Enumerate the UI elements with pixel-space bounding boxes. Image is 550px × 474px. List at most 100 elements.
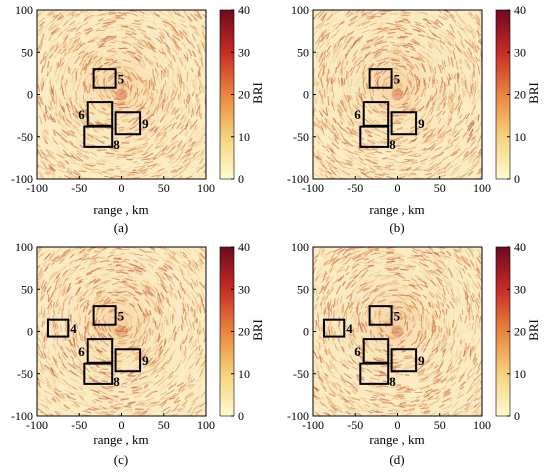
heatmap-plot: -100 -50 0 50 100 -100 -50 0 50 100 5 6 8 9 0 10 20 30 40 — [11, 3, 250, 195]
region-label-9: 9 — [418, 353, 425, 368]
x-tick-label: -50 — [347, 181, 363, 195]
panel-caption: (d) — [389, 452, 404, 467]
panel-b: -100 -50 0 50 100-100-500501005689010203040 … — [287, 3, 541, 235]
y-tick-label: 0 — [27, 325, 33, 339]
y-tick-label: 100 — [15, 240, 33, 254]
x-tick-label: 0 — [395, 418, 401, 432]
region-box-8 — [83, 125, 114, 148]
heatmap-texture — [313, 247, 482, 416]
region-label-6: 6 — [354, 107, 361, 122]
region-label-5: 5 — [394, 71, 401, 86]
region-box-9 — [390, 111, 418, 136]
region-box-8 — [359, 362, 390, 385]
y-tick-label: 50 — [297, 45, 309, 59]
colorbar-tick-label: 20 — [238, 325, 250, 339]
colorbar-label: BRI — [526, 319, 541, 341]
region-label-9: 9 — [418, 116, 425, 131]
y-tick-label: 50 — [297, 282, 309, 296]
region-label-6: 6 — [354, 344, 361, 359]
region-box-5 — [368, 305, 393, 326]
x-tick-label: -100 — [26, 418, 48, 432]
y-tick-label: 100 — [15, 3, 33, 17]
x-tick-label: 100 — [197, 181, 215, 195]
colorbar-tick-label: 10 — [514, 367, 526, 381]
region-box-9 — [390, 348, 418, 373]
x-axis-label: range , km — [369, 202, 424, 217]
y-tick-label: 100 — [291, 240, 309, 254]
panel-a: -100 -50 0 50 100-100-500501005689010203040 … — [11, 3, 265, 235]
heatmap-plot: -100 -50 0 50 100 -100 -50 0 50 100 4 5 6 8 9 0 10 20 30 40 — [11, 240, 250, 432]
region-label-6: 6 — [78, 107, 85, 122]
region-label-8: 8 — [389, 374, 396, 389]
colorbar-tick-label: 10 — [238, 367, 250, 381]
region-label-9: 9 — [142, 116, 149, 131]
x-axis-label: range , km — [93, 432, 148, 447]
colorbar-label: BRI — [250, 319, 265, 341]
x-tick-label: 50 — [434, 181, 446, 195]
y-tick-label: -100 — [287, 172, 309, 186]
x-tick-label: 50 — [158, 418, 170, 432]
y-tick-label: -50 — [293, 367, 309, 381]
x-tick-label: 0 — [119, 418, 125, 432]
x-tick-label: 50 — [434, 418, 446, 432]
y-tick-label: 100 — [291, 3, 309, 17]
region-box-5 — [368, 68, 393, 89]
region-box-5 — [92, 68, 117, 89]
x-axis-label: range , km — [93, 202, 148, 217]
heatmap-texture — [37, 10, 206, 179]
y-tick-label: -50 — [293, 130, 309, 144]
x-tick-label: -100 — [302, 181, 324, 195]
panel-d: -100 -50 0 50 100 -100 -50 0 50 100 4 5 6 8 9 0 10 20 30 40… — [287, 240, 541, 467]
region-box-8 — [359, 125, 390, 148]
x-tick-label: 100 — [473, 418, 491, 432]
region-label-8: 8 — [113, 137, 120, 152]
region-box-8 — [83, 362, 114, 385]
x-tick-label: 100 — [473, 181, 491, 195]
region-label-4: 4 — [70, 321, 77, 336]
region-label-6: 6 — [78, 344, 85, 359]
y-tick-label: -100 — [11, 172, 33, 186]
colorbar-tick-label: 30 — [238, 282, 250, 296]
region-label-4: 4 — [346, 321, 353, 336]
x-tick-label: 100 — [197, 418, 215, 432]
region-label-8: 8 — [389, 137, 396, 152]
region-label-5: 5 — [118, 308, 125, 323]
x-tick-label: -100 — [26, 181, 48, 195]
heatmap-plot: -100 -50 0 50 100 -100 -50 0 50 100 5 6 8 9 0 10 20 30 40 — [287, 3, 526, 195]
colorbar-label: BRI — [250, 82, 265, 104]
colorbar-tick-label: 20 — [514, 88, 526, 102]
x-tick-label: 50 — [158, 181, 170, 195]
y-tick-label: -50 — [17, 130, 33, 144]
colorbar-tick-label: 30 — [514, 282, 526, 296]
x-tick-label: -50 — [347, 418, 363, 432]
panel-caption: (c) — [114, 452, 128, 467]
colorbar-tick-label: 20 — [514, 325, 526, 339]
x-tick-label: -50 — [71, 418, 87, 432]
colorbar-tick-label: 10 — [514, 130, 526, 144]
panel-caption: (a) — [114, 220, 128, 235]
y-tick-label: 50 — [21, 282, 33, 296]
colorbar-tick-label: 40 — [238, 3, 250, 17]
colorbar-tick-label: 0 — [514, 409, 520, 423]
colorbar-tick-label: 20 — [238, 88, 250, 102]
y-tick-label: 0 — [27, 88, 33, 102]
region-box-9 — [114, 111, 142, 136]
colorbar-label: BRI — [526, 82, 541, 104]
y-tick-label: 0 — [303, 88, 309, 102]
colorbar-tick-label: 0 — [238, 172, 244, 186]
heatmap-texture — [37, 247, 206, 416]
panel-c: -100 -50 0 50 100 -100 -50 0 50 100 4 5 6 8 9 0 10 20 30 40… — [11, 240, 265, 467]
colorbar-tick-label: 40 — [514, 3, 526, 17]
colorbar-tick-label: 40 — [238, 240, 250, 254]
y-tick-label: 0 — [303, 325, 309, 339]
colorbar-tick-label: 0 — [514, 172, 520, 186]
colorbar-tick-label: 40 — [514, 240, 526, 254]
y-tick-label: -50 — [17, 367, 33, 381]
region-box-5 — [92, 305, 117, 326]
region-box-4 — [322, 318, 346, 338]
region-label-5: 5 — [394, 308, 401, 323]
x-tick-label: -100 — [302, 418, 324, 432]
y-tick-label: -100 — [287, 409, 309, 423]
colorbar-tick-label: 30 — [514, 45, 526, 59]
